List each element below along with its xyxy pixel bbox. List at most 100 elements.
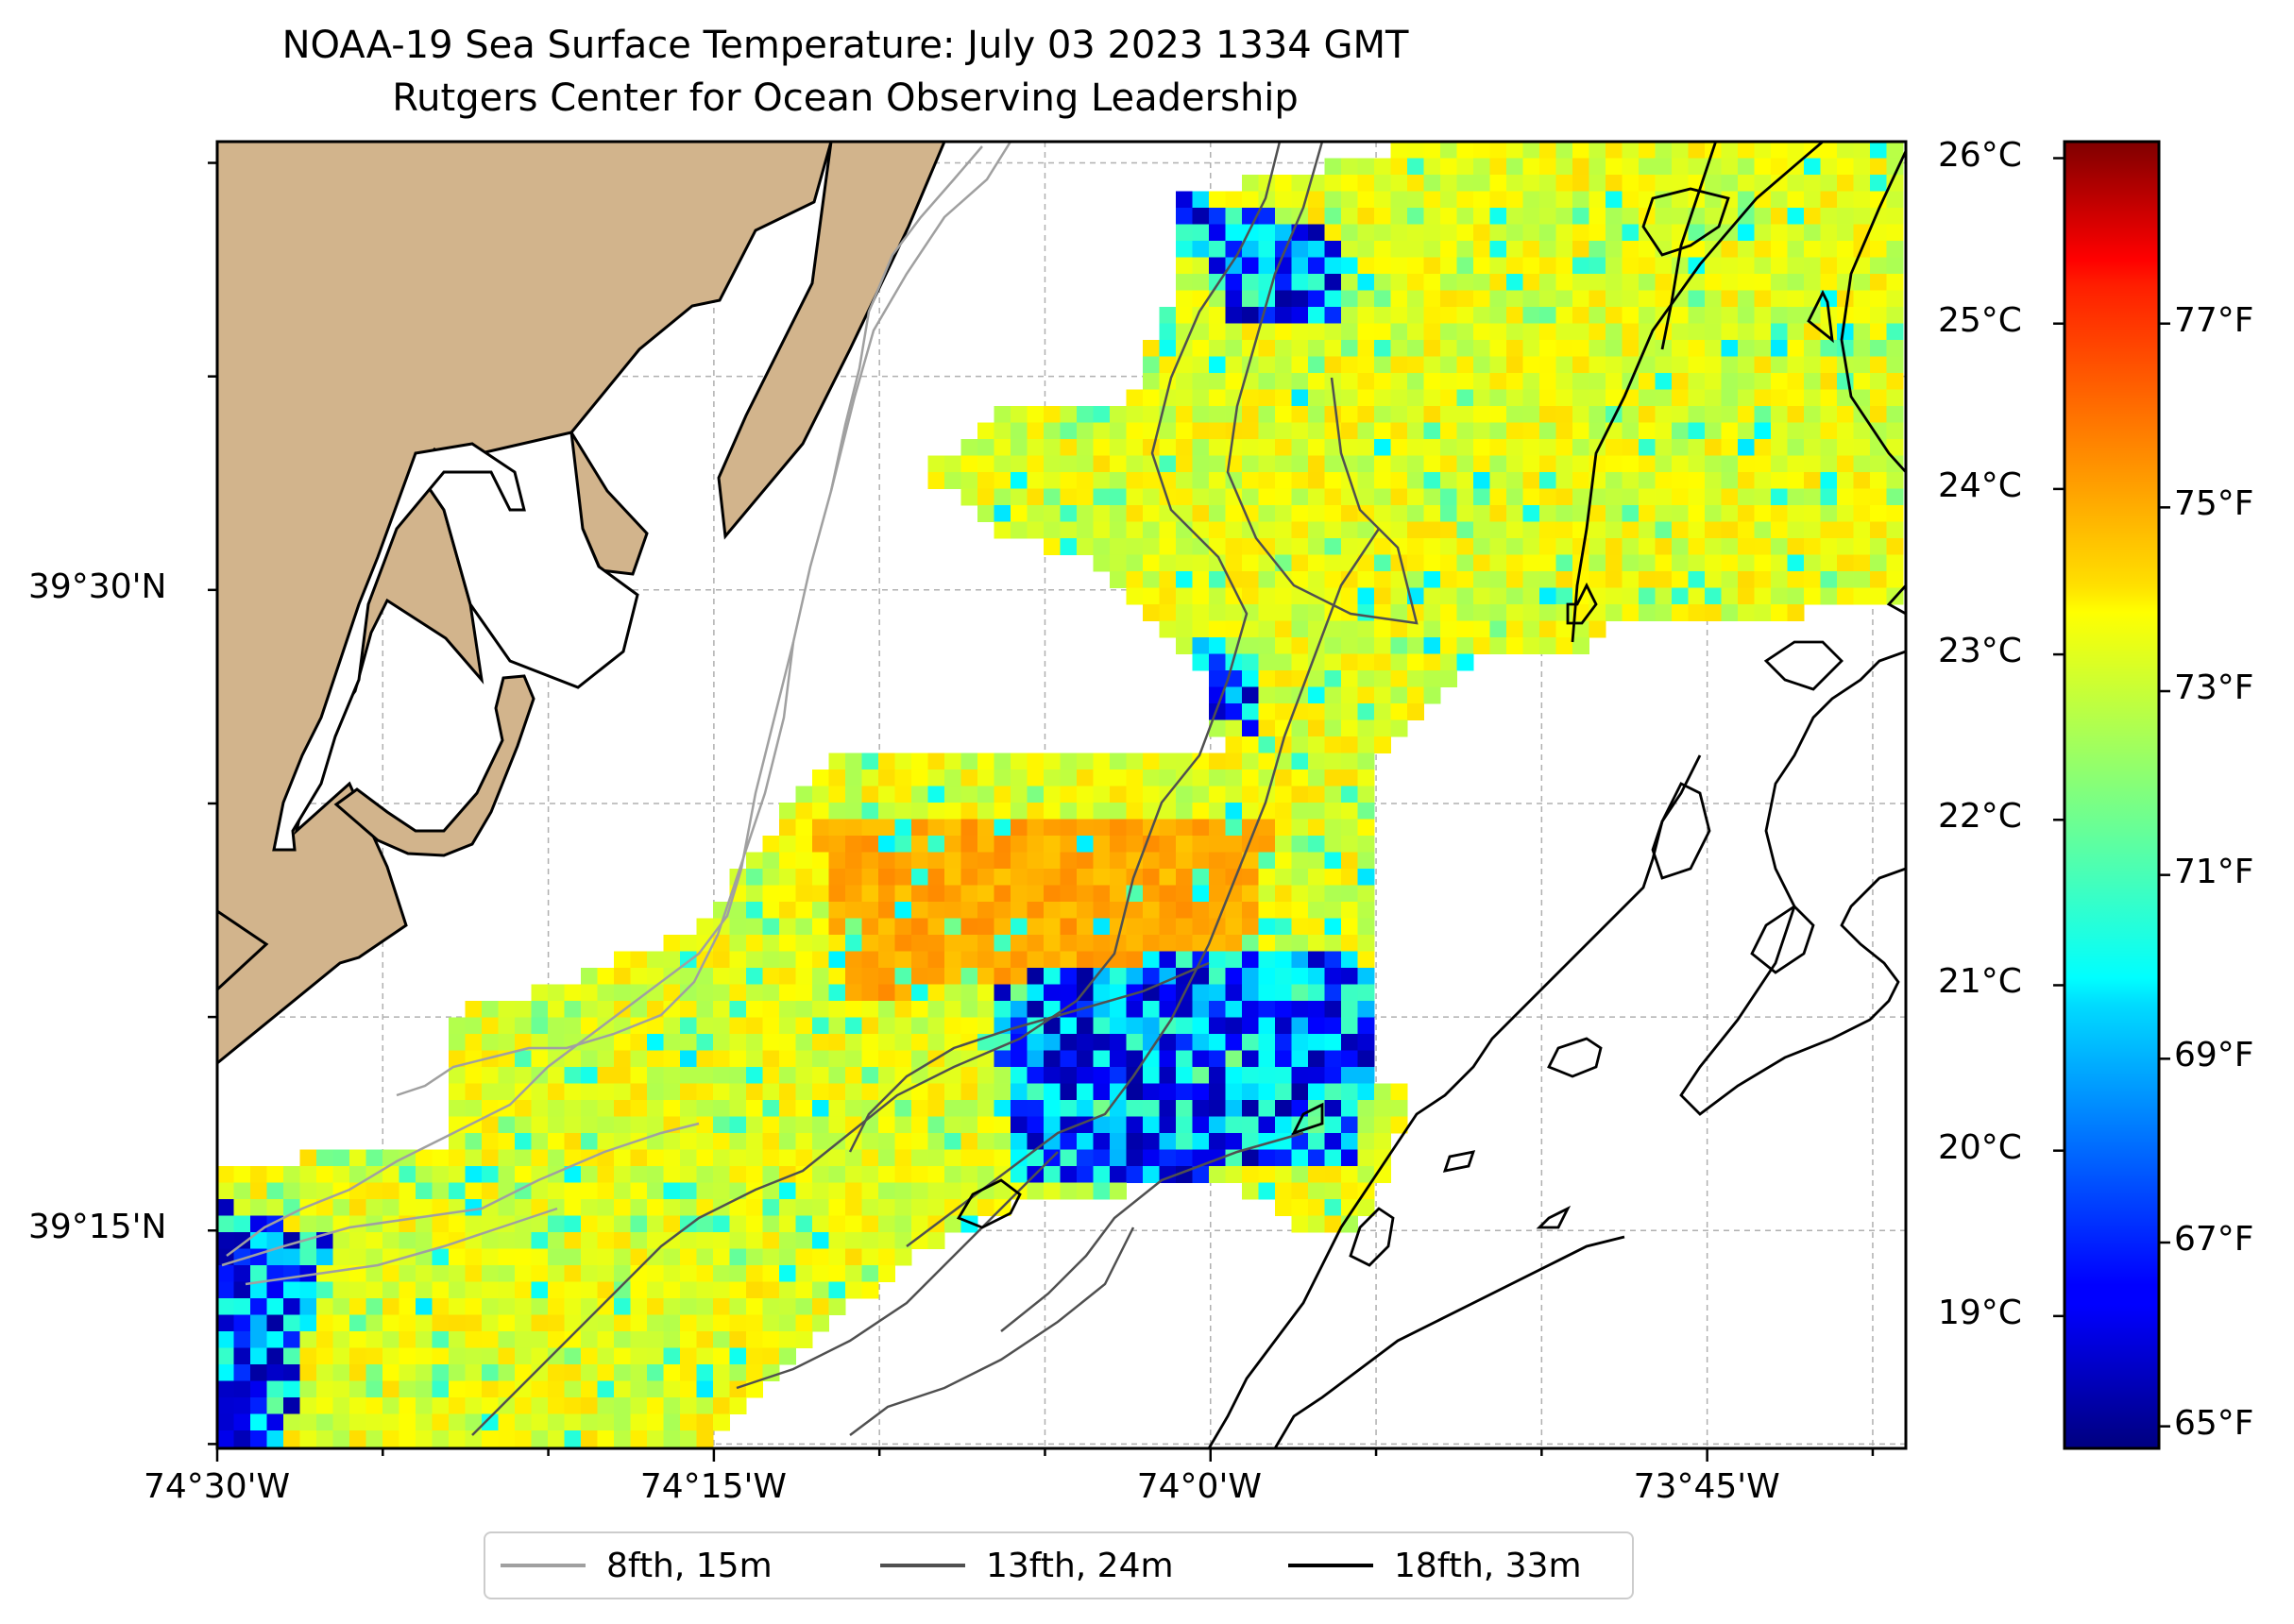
sst-cell	[630, 1166, 648, 1183]
sst-cell	[696, 1248, 714, 1266]
sst-cell	[845, 902, 862, 919]
sst-cell	[449, 1380, 466, 1398]
sst-cell	[828, 1281, 846, 1299]
sst-cell	[1060, 819, 1078, 837]
sst-cell	[1787, 224, 1805, 242]
sst-cell	[1209, 604, 1226, 621]
sst-cell	[233, 1298, 251, 1315]
sst-cell	[1390, 472, 1408, 489]
sst-cell	[1126, 521, 1144, 539]
sst-cell	[1721, 406, 1739, 423]
sst-cell	[1291, 1182, 1309, 1200]
sst-cell	[1341, 257, 1358, 275]
legend-label: 18fth, 33m	[1394, 1546, 1582, 1585]
sst-cell	[614, 1149, 631, 1167]
sst-cell	[1176, 488, 1193, 506]
sst-cell	[1721, 439, 1739, 456]
sst-cell	[1622, 340, 1640, 357]
sst-cell	[812, 1182, 829, 1200]
sst-cell	[663, 1413, 681, 1431]
sst-cell	[1589, 488, 1606, 506]
sst-cell	[1804, 241, 1821, 258]
sst-cell	[647, 1100, 664, 1117]
sst-cell	[1027, 968, 1045, 985]
sst-cell	[1473, 241, 1490, 258]
sst-cell	[729, 1017, 747, 1035]
sst-cell	[828, 1100, 846, 1117]
sst-cell	[1407, 422, 1424, 440]
sst-cell	[515, 1199, 532, 1216]
sst-cell	[845, 786, 862, 804]
sst-cell	[1341, 770, 1358, 787]
sst-cell	[1027, 786, 1045, 804]
sst-cell	[1077, 951, 1094, 969]
sst-cell	[1192, 257, 1210, 275]
sst-cell	[465, 1314, 483, 1332]
sst-cell	[1357, 968, 1375, 985]
sst-cell	[1721, 158, 1739, 176]
sst-cell	[1655, 571, 1673, 588]
sst-cell	[1423, 538, 1441, 555]
sst-cell	[1738, 455, 1755, 473]
sst-cell	[977, 786, 994, 804]
sst-cell	[1291, 770, 1309, 787]
sst-cell	[1324, 770, 1342, 787]
sst-cell	[1308, 1182, 1325, 1200]
sst-cell	[1291, 984, 1309, 1002]
sst-cell	[1341, 307, 1358, 324]
sst-cell	[1804, 356, 1821, 374]
sst-cell	[1341, 670, 1358, 687]
sst-cell	[1357, 340, 1375, 357]
sst-cell	[1192, 852, 1210, 870]
sst-cell	[1473, 356, 1490, 374]
sst-cell	[1027, 505, 1045, 522]
sst-cell	[1655, 356, 1673, 374]
sst-cell	[1192, 869, 1210, 886]
sst-cell	[1341, 1100, 1358, 1117]
sst-cell	[1291, 637, 1309, 654]
sst-cell	[1341, 803, 1358, 820]
sst-cell	[1209, 1166, 1226, 1183]
sst-cell	[1093, 1116, 1111, 1134]
sst-cell	[1804, 505, 1821, 522]
sst-cell	[1093, 521, 1111, 539]
sst-cell	[449, 1133, 466, 1150]
sst-cell	[746, 1248, 763, 1266]
sst-cell	[1176, 620, 1193, 638]
sst-cell	[1738, 406, 1755, 423]
sst-cell	[1275, 175, 1292, 192]
sst-cell	[927, 1232, 945, 1249]
sst-cell	[1044, 819, 1061, 837]
sst-cell	[1176, 1116, 1193, 1134]
sst-cell	[1341, 819, 1358, 837]
sst-cell	[1225, 620, 1243, 638]
sst-cell	[1606, 191, 1623, 209]
sst-cell	[1258, 852, 1276, 870]
sst-cell	[1672, 439, 1689, 456]
sst-cell	[1291, 241, 1309, 258]
sst-cell	[1423, 323, 1441, 341]
sst-cell	[382, 1430, 399, 1447]
sst-cell	[1754, 455, 1772, 473]
sst-cell	[1176, 290, 1193, 308]
sst-cell	[630, 984, 648, 1002]
sst-cell	[1341, 274, 1358, 291]
sst-cell	[1473, 290, 1490, 308]
sst-cell	[680, 1067, 697, 1084]
sst-cell	[1110, 786, 1127, 804]
sst-cell	[696, 1182, 714, 1200]
sst-cell	[1555, 175, 1573, 192]
sst-cell	[1489, 175, 1507, 192]
sst-cell	[564, 1199, 582, 1216]
sst-cell	[449, 1397, 466, 1414]
sst-cell	[696, 1265, 714, 1282]
sst-cell	[1143, 505, 1160, 522]
sst-cell	[696, 1050, 714, 1068]
sst-cell	[630, 1248, 648, 1266]
sst-cell	[1440, 175, 1457, 192]
sst-cell	[762, 1100, 780, 1117]
sst-cell	[878, 819, 895, 837]
sst-cell	[1143, 373, 1160, 390]
sst-cell	[861, 786, 879, 804]
